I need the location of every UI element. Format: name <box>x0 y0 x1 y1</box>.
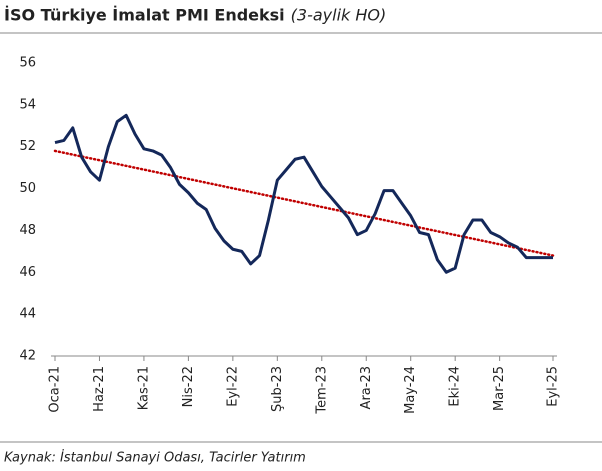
y-tick-label: 48 <box>19 223 36 238</box>
y-tick-label: 54 <box>19 97 36 112</box>
x-tick-label: May-24 <box>403 366 418 414</box>
x-tick-label: Mar-25 <box>492 366 507 411</box>
trend-line <box>53 149 555 257</box>
pmi-line <box>54 113 553 274</box>
y-tick-label: 46 <box>19 265 36 280</box>
y-tick-label: 56 <box>19 56 36 71</box>
x-tick-label: Tem-23 <box>314 366 329 415</box>
y-tick-label: 52 <box>19 139 36 154</box>
source-note: Kaynak: İstanbul Sanayi Odası, Tacirler … <box>4 450 306 466</box>
x-tick-label: Kas-21 <box>136 366 151 410</box>
chart-subtitle: (3-aylik HO) <box>291 6 387 25</box>
chart-title: İSO Türkiye İmalat PMI Endeksi <box>4 6 285 25</box>
y-tick-label: 50 <box>19 181 36 196</box>
y-tick-label: 42 <box>19 349 36 364</box>
y-tick-label: 44 <box>19 307 36 322</box>
x-tick-label: Eki-24 <box>448 366 463 407</box>
x-tick-label: Nis-22 <box>181 366 196 407</box>
x-tick-label: Eyl-25 <box>546 366 561 407</box>
x-tick-label: Haz-21 <box>92 366 107 412</box>
x-tick-label: Oca-21 <box>48 366 63 413</box>
x-tick-label: Ara-23 <box>359 366 374 409</box>
x-tick-label: Eyl-22 <box>225 366 240 407</box>
x-tick-label: Şub-23 <box>270 366 285 412</box>
